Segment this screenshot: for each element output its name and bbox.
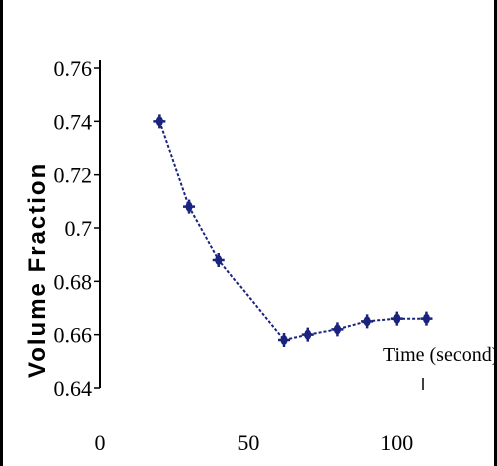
y-tick-label: 0.72 <box>54 163 93 188</box>
y-tick-label: 0.64 <box>54 376 93 401</box>
data-point <box>280 335 288 345</box>
data-point <box>215 255 223 265</box>
y-tick-labels: 0.64 0.66 0.68 0.7 0.72 0.74 0.76 <box>54 56 100 401</box>
data-point <box>363 316 371 327</box>
y-tick-label: 0.66 <box>54 323 93 348</box>
x-tick-label: 100 <box>380 430 413 455</box>
x-tick-label: 50 <box>237 430 259 455</box>
data-point <box>304 329 312 340</box>
axes <box>99 60 424 390</box>
x-tick-labels: 0 50 100 <box>95 430 414 455</box>
data-point <box>185 201 193 212</box>
series-line <box>158 120 427 342</box>
data-point <box>155 116 163 127</box>
y-tick-label: 0.68 <box>54 269 93 294</box>
data-point <box>393 313 401 324</box>
x-tick-label: 0 <box>95 430 106 455</box>
line-chart: 0.64 0.66 0.68 0.7 0.72 0.74 0.76 0 50 100 Volum… <box>24 56 497 455</box>
data-point <box>333 324 341 335</box>
y-tick-label: 0.7 <box>65 216 93 241</box>
y-tick-label: 0.76 <box>54 56 93 81</box>
y-axis-label: Volume Fraction <box>24 162 51 378</box>
x-axis-label: Time (second) <box>383 344 497 366</box>
data-point <box>422 313 430 324</box>
series-group <box>153 114 433 347</box>
y-tick-label: 0.74 <box>54 109 93 134</box>
